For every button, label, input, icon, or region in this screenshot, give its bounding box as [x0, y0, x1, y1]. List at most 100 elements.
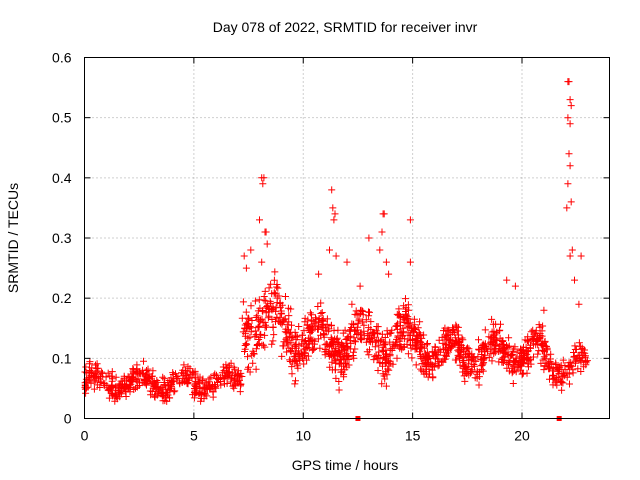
- data-point: [350, 348, 357, 356]
- data-point: [566, 120, 574, 128]
- data-point: [195, 379, 203, 387]
- data-point: [263, 240, 271, 248]
- data-point: [229, 382, 237, 390]
- data-point: [554, 367, 562, 375]
- data-point: [322, 326, 330, 334]
- data-point: [298, 336, 306, 344]
- data-point: [296, 356, 304, 364]
- data-point: [511, 343, 519, 351]
- data-point: [90, 372, 98, 380]
- data-point: [312, 314, 319, 322]
- data-point: [581, 353, 589, 361]
- data-point: [289, 358, 297, 366]
- data-point: [509, 347, 517, 355]
- data-point: [259, 180, 267, 188]
- data-point: [479, 367, 487, 375]
- data-point: [328, 186, 336, 194]
- data-point: [578, 344, 586, 352]
- data-point: [201, 385, 209, 392]
- data-point: [205, 383, 213, 391]
- data-point: [292, 377, 299, 385]
- data-point: [503, 276, 511, 284]
- data-point: [491, 331, 499, 339]
- data-point: [99, 373, 107, 381]
- data-point: [133, 366, 141, 374]
- data-point: [308, 327, 315, 335]
- x-tick-label: 20: [514, 428, 530, 444]
- data-point: [314, 335, 322, 343]
- data-point: [556, 363, 564, 371]
- data-point: [230, 363, 238, 371]
- data-point: [564, 180, 572, 188]
- data-point: [247, 246, 255, 254]
- data-point: [386, 330, 394, 337]
- data-point: [346, 337, 354, 345]
- data-point: [356, 282, 364, 290]
- data-point: [258, 315, 266, 323]
- data-point: [467, 353, 475, 361]
- data-point: [368, 331, 376, 339]
- data-point: [511, 282, 519, 290]
- data-point: [465, 345, 473, 353]
- data-point: [331, 356, 339, 364]
- data-point: [330, 216, 338, 224]
- data-point: [94, 364, 102, 372]
- data-point: [327, 321, 335, 329]
- data-point: [112, 383, 120, 391]
- data-point: [269, 337, 277, 345]
- data-point: [416, 318, 424, 326]
- data-point: [515, 358, 523, 366]
- data-point: [461, 377, 469, 385]
- data-point: [95, 375, 102, 383]
- y-tick-label: 0.4: [52, 170, 72, 186]
- data-point: [404, 335, 412, 343]
- data-point: [540, 306, 548, 314]
- data-point: [410, 327, 417, 335]
- data-point: [317, 310, 325, 317]
- data-point: [283, 321, 291, 329]
- data-point: [505, 334, 513, 342]
- data-point: [278, 352, 286, 360]
- data-point: [300, 342, 308, 350]
- data-point: [525, 357, 533, 365]
- x-tick-label: 0: [81, 428, 89, 444]
- data-point: [380, 210, 388, 218]
- data-point: [90, 373, 98, 381]
- data-point: [508, 369, 516, 377]
- data-point: [272, 290, 280, 298]
- data-point: [291, 380, 299, 388]
- data-point: [125, 373, 133, 381]
- data-point: [397, 329, 405, 337]
- data-point: [144, 365, 152, 373]
- data-point: [365, 324, 373, 332]
- data-point: [341, 326, 349, 334]
- data-point: [464, 344, 471, 352]
- data-point: [321, 351, 329, 359]
- data-point: [518, 346, 526, 354]
- data-point: [479, 360, 487, 368]
- data-point: [140, 357, 147, 365]
- data-point: [288, 344, 296, 352]
- data-point: [547, 350, 555, 358]
- data-point: [273, 299, 281, 307]
- data-point: [483, 344, 490, 352]
- data-point: [250, 350, 258, 357]
- data-point: [565, 370, 573, 378]
- data-point: [249, 359, 257, 367]
- data-point: [342, 359, 350, 367]
- data-point: [325, 349, 333, 357]
- data-point: [129, 365, 137, 373]
- data-point: [534, 336, 542, 344]
- data-point: [148, 373, 156, 381]
- data-point: [211, 370, 219, 378]
- data-point: [244, 314, 252, 322]
- data-point: [186, 365, 194, 373]
- data-point: [304, 340, 312, 348]
- data-point: [343, 258, 351, 266]
- data-point: [244, 353, 251, 361]
- data-point: [416, 338, 424, 346]
- data-point: [410, 328, 418, 336]
- data-point: [148, 388, 156, 395]
- data-point: [270, 331, 278, 339]
- data-point: [335, 386, 343, 394]
